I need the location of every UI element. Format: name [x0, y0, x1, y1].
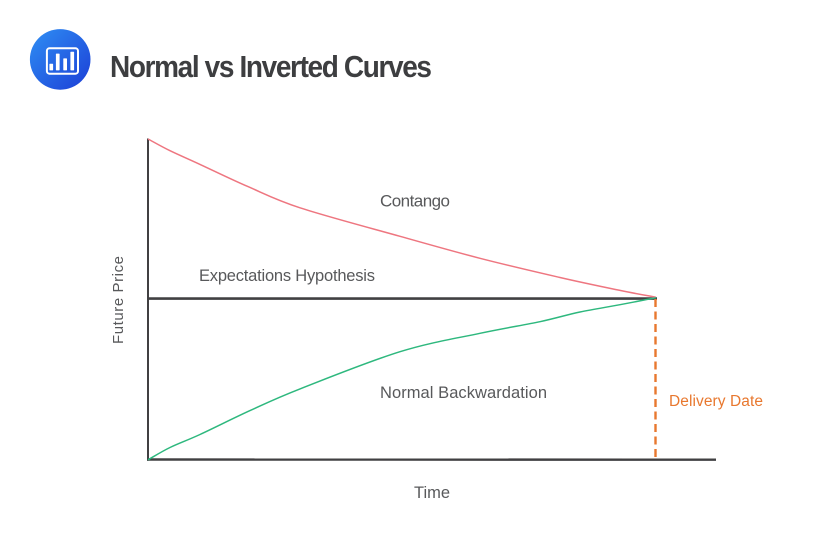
- svg-text:Delivery Date: Delivery Date: [669, 393, 763, 410]
- svg-text:Future Price: Future Price: [110, 256, 127, 344]
- svg-text:Expectations Hypothesis: Expectations Hypothesis: [199, 267, 375, 285]
- svg-text:Normal vs Inverted Curves: Normal vs Inverted Curves: [110, 50, 432, 85]
- svg-text:Time: Time: [414, 484, 450, 502]
- svg-text:Contango: Contango: [380, 192, 450, 211]
- svg-text:Normal Backwardation: Normal Backwardation: [380, 384, 547, 402]
